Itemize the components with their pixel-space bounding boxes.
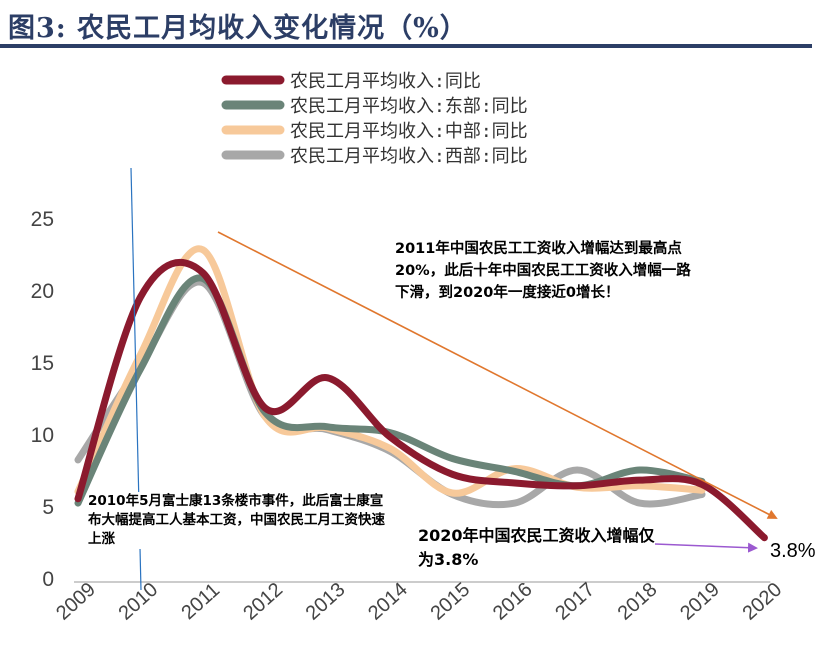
x-tick-label: 2018 [614,578,662,624]
y-tick-label: 10 [31,424,54,447]
final-value-label: 3.8% [770,540,816,562]
page-title: 图3: 农民工月均收入变化情况（%） [8,13,468,44]
annotation-2020-growth: 2020年中国农民工资收入增幅仅为3.8% [418,526,655,569]
series-lines [74,245,768,542]
legend-entry: 农民工月平均收入:同比 [290,71,481,92]
y-tick-label: 0 [42,568,54,591]
y-tick-label: 20 [31,280,54,303]
x-tick-label: 2013 [302,578,350,624]
annotation-peak-2011: 2011年中国农民工工资收入增幅达到最高点 20%，此后十年中国农民工工资收入增… [395,241,691,301]
x-tick-label: 2019 [676,578,724,624]
annotation-foxconn-2010: 2010年5月富士康13条楼市事件，此后富士康宣布大幅提高工人基本工资，中国农民… [88,492,388,549]
y-tick-label: 25 [31,208,54,231]
title-underline [0,44,812,48]
legend: 农民工月平均收入:同比农民工月平均收入:东部:同比农民工月平均收入:中部:同比农… [221,71,528,167]
series-line-national [74,258,768,542]
x-tick-label: 2010 [114,578,162,624]
legend-entry: 农民工月平均收入:东部:同比 [290,96,528,117]
series-line-east [74,274,706,507]
x-tick-label: 2012 [239,578,287,624]
legend-entry: 农民工月平均收入:西部:同比 [290,146,528,167]
title-bar: 图3: 农民工月均收入变化情况（%） [0,0,827,52]
trend-down-arrow [217,231,778,519]
y-tick-label: 5 [42,496,54,519]
series-line-west [74,278,706,509]
y-tick-label: 15 [31,352,54,375]
x-tick-label: 2016 [489,578,537,624]
x-tick-label: 2017 [551,578,599,624]
x-tick-label: 2011 [177,579,224,624]
legend-entry: 农民工月平均收入:中部:同比 [290,121,528,142]
x-tick-label: 2009 [52,578,100,624]
x-tick-label: 2015 [426,578,474,624]
x-tick-label: 2020 [738,578,786,624]
pointer-arrow [654,542,758,553]
x-tick-label: 2014 [364,578,412,624]
